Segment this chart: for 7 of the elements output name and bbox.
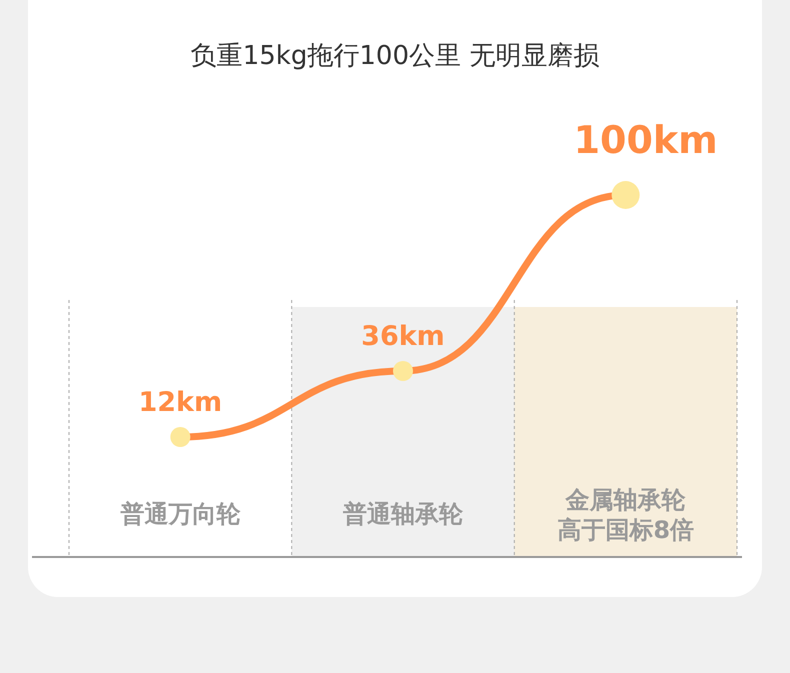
data-label: 12km bbox=[138, 387, 222, 418]
x-tick-label: 普通轴承轮 bbox=[342, 500, 464, 528]
x-tick-label: 金属轴承轮高于国标8倍 bbox=[557, 486, 694, 544]
x-tick-label: 普通万向轮 bbox=[119, 500, 242, 528]
data-label: 100km bbox=[574, 118, 718, 162]
chart-title: 负重15kg拖行100公里 无明显磨损 bbox=[190, 41, 600, 71]
data-label: 36km bbox=[361, 321, 445, 352]
